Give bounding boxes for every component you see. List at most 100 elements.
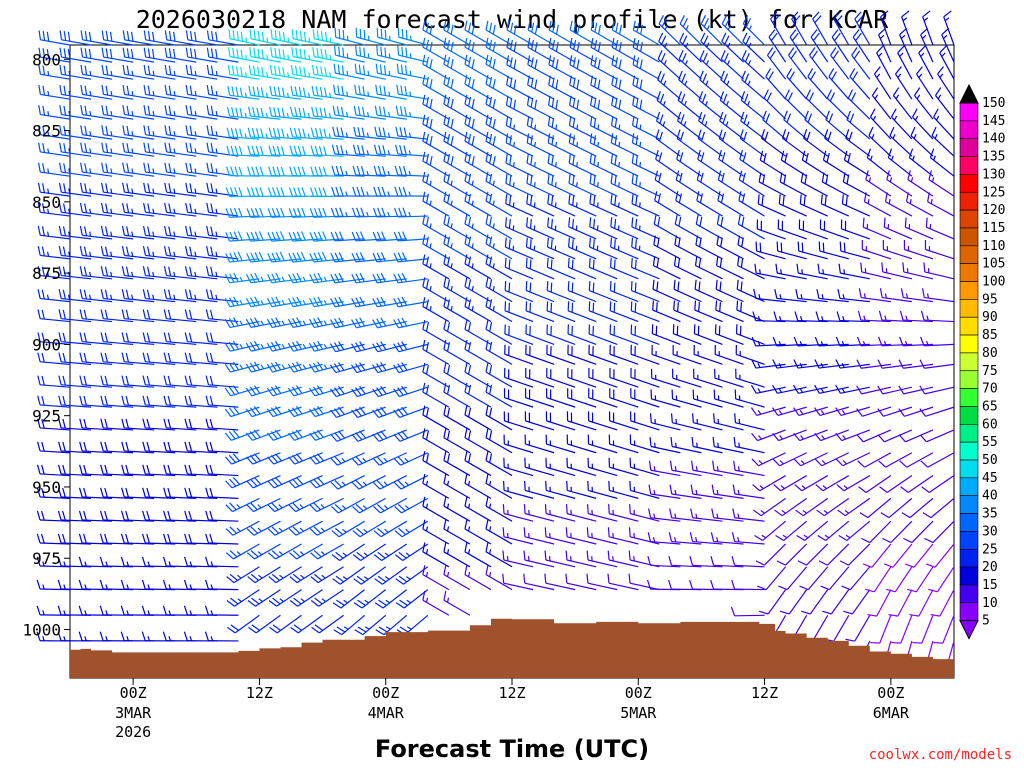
x-tick-label: 00Z — [877, 684, 904, 702]
wind-barb — [309, 296, 344, 308]
wind-barb — [588, 344, 618, 365]
wind-barb — [422, 54, 450, 80]
wind-barb — [816, 497, 850, 517]
wind-barb — [485, 428, 513, 454]
wind-barb — [692, 389, 723, 408]
wind-barb — [355, 27, 386, 46]
wind-barb — [904, 217, 934, 240]
wind-barb — [505, 173, 534, 197]
wind-barb — [79, 352, 113, 365]
wind-barb — [122, 182, 155, 197]
y-tick-label: 800 — [32, 50, 61, 69]
wind-barb — [912, 615, 934, 644]
wind-barb — [142, 332, 176, 345]
wind-barb — [629, 504, 660, 522]
wind-barb — [289, 145, 323, 157]
colorbar-label: 5 — [982, 614, 990, 629]
wind-barb — [755, 543, 787, 566]
wind-barb — [670, 413, 702, 431]
wind-barb — [464, 382, 492, 408]
wind-barb — [898, 406, 934, 417]
wind-barb — [830, 47, 850, 80]
wind-barb — [525, 324, 555, 345]
wind-barb — [895, 66, 913, 100]
wind-barb — [807, 68, 829, 100]
wind-barb — [101, 30, 134, 46]
wind-barb — [838, 263, 870, 280]
wind-barb — [373, 186, 407, 197]
colorbar-label: 150 — [982, 96, 1005, 111]
wind-barb — [332, 126, 365, 140]
wind-barb — [758, 172, 786, 197]
wind-barb — [632, 37, 660, 63]
wind-barb — [857, 310, 891, 323]
wind-barb — [651, 324, 681, 345]
wind-barb — [266, 385, 302, 397]
wind-barb — [288, 497, 323, 513]
wind-barb — [287, 406, 323, 418]
wind-barb — [485, 496, 513, 522]
wind-barb — [393, 231, 428, 242]
wind-barb — [608, 504, 639, 522]
colorbar-swatch — [959, 477, 979, 497]
wind-barb — [929, 148, 955, 177]
wind-barb — [422, 382, 450, 408]
wind-barb — [715, 256, 744, 280]
wind-barb — [866, 148, 892, 177]
wind-barb — [58, 266, 92, 280]
wind-barb — [268, 589, 302, 607]
wind-barb — [485, 319, 513, 345]
wind-barb — [351, 475, 386, 490]
wind-barb — [648, 508, 681, 522]
wind-barb — [776, 241, 807, 260]
wind-barb — [393, 317, 428, 329]
wind-barb — [422, 74, 450, 100]
wind-barb — [443, 362, 471, 388]
wind-barb — [205, 510, 239, 522]
wind-barb — [329, 362, 365, 374]
wind-barb — [525, 237, 555, 260]
wind-barb — [422, 451, 450, 477]
colorbar-swatch — [959, 495, 979, 514]
x-tick-date-label: 4MAR — [368, 704, 405, 722]
wind-barb — [308, 340, 344, 352]
wind-barb — [266, 361, 302, 373]
wind-barb — [772, 452, 807, 467]
wind-barb — [205, 533, 239, 545]
wind-barb — [184, 289, 218, 303]
colorbar-swatch — [959, 281, 979, 300]
wind-barb — [205, 309, 239, 323]
wind-barb — [329, 341, 365, 353]
wind-barb — [79, 464, 113, 477]
wind-barb — [588, 301, 618, 323]
wind-barb — [464, 473, 492, 499]
wind-barb — [758, 589, 787, 615]
wind-barb — [37, 202, 71, 217]
wind-barb — [899, 310, 933, 323]
wind-barb — [121, 289, 155, 303]
wind-barb — [288, 296, 323, 308]
wind-barb — [310, 127, 344, 140]
wind-barb — [58, 418, 92, 431]
wind-barb — [568, 217, 597, 240]
wind-barb — [856, 359, 891, 369]
wind-barb — [565, 573, 597, 591]
wind-barb — [906, 192, 934, 217]
colorbar-label: 120 — [982, 203, 1005, 218]
wind-barb — [930, 589, 955, 617]
wind-barb — [422, 590, 450, 616]
wind-barb — [309, 452, 344, 465]
wind-barb — [185, 202, 218, 217]
wind-barb — [567, 257, 597, 280]
wind-barb — [38, 105, 71, 120]
wind-barb — [794, 311, 828, 323]
wind-barb — [485, 191, 513, 217]
wind-barb — [835, 429, 871, 442]
wind-barb — [57, 533, 92, 545]
wind-barb — [163, 441, 197, 454]
wind-barb — [523, 504, 555, 522]
wind-barb — [163, 352, 197, 365]
wind-barb — [741, 50, 765, 80]
wind-barb — [694, 300, 723, 323]
wind-barb — [712, 436, 744, 454]
